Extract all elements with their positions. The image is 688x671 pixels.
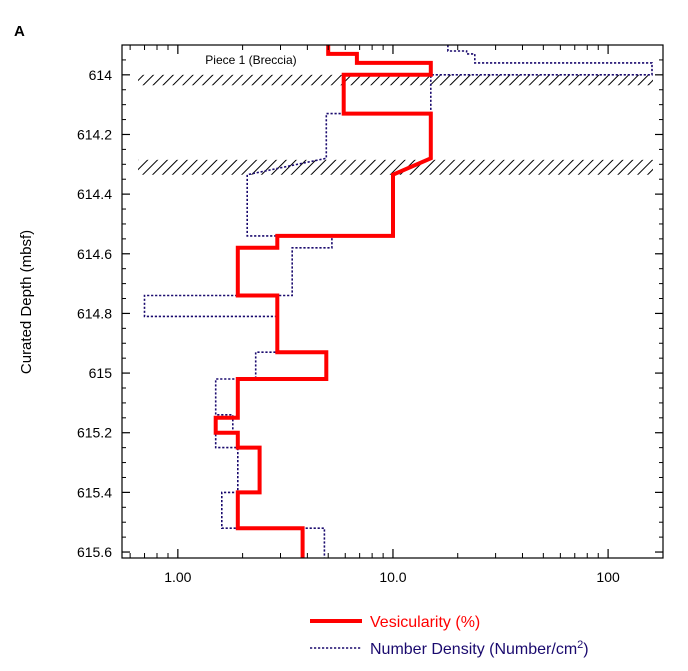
x-tick-label: 100 <box>596 569 620 585</box>
hatched-intervals <box>138 74 653 175</box>
hatched-interval-2 <box>138 159 653 175</box>
y-tick-label: 614 <box>89 67 113 83</box>
y-tick-label: 614.4 <box>77 186 112 202</box>
series-line-vesicularity <box>213 45 433 558</box>
y-tick-label: 615 <box>89 365 113 381</box>
y-tick-label: 615.4 <box>77 484 112 500</box>
legend-label-main: Vesicularity (%) <box>370 614 480 631</box>
series-layer <box>143 45 653 558</box>
panel-label: A <box>14 23 25 40</box>
y-axis-title: Curated Depth (mbsf) <box>18 230 35 374</box>
hatched-interval-1 <box>138 74 653 86</box>
legend-label-1: Vesicularity (%) <box>370 614 480 631</box>
y-tick-label: 614.6 <box>77 246 112 262</box>
x-tick-label: 10.0 <box>379 569 406 585</box>
x-tick-label: 1.00 <box>164 569 191 585</box>
annotation-piece-label: Piece 1 (Breccia) <box>205 53 296 67</box>
legend-label-main: Number Density (Number/cm <box>370 641 577 658</box>
legend-label-superscript: 2 <box>577 639 583 651</box>
axes: 614 614.2 614.4 614.6 614.8 615 615.2 615.4 615.… <box>77 44 663 585</box>
y-tick-label: 615.6 <box>77 544 112 560</box>
y-tick-label: 614.8 <box>77 305 112 321</box>
legend-label-close: ) <box>583 641 588 658</box>
legend-label-2: Number Density (Number/cm2) <box>370 639 589 658</box>
y-tick-label: 615.2 <box>77 425 112 441</box>
y-tick-label: 614.2 <box>77 126 112 142</box>
series-line-number-density <box>143 45 653 558</box>
legend: Vesicularity (%) Number Density (Number/c… <box>310 614 589 658</box>
plot-frame <box>121 44 664 559</box>
